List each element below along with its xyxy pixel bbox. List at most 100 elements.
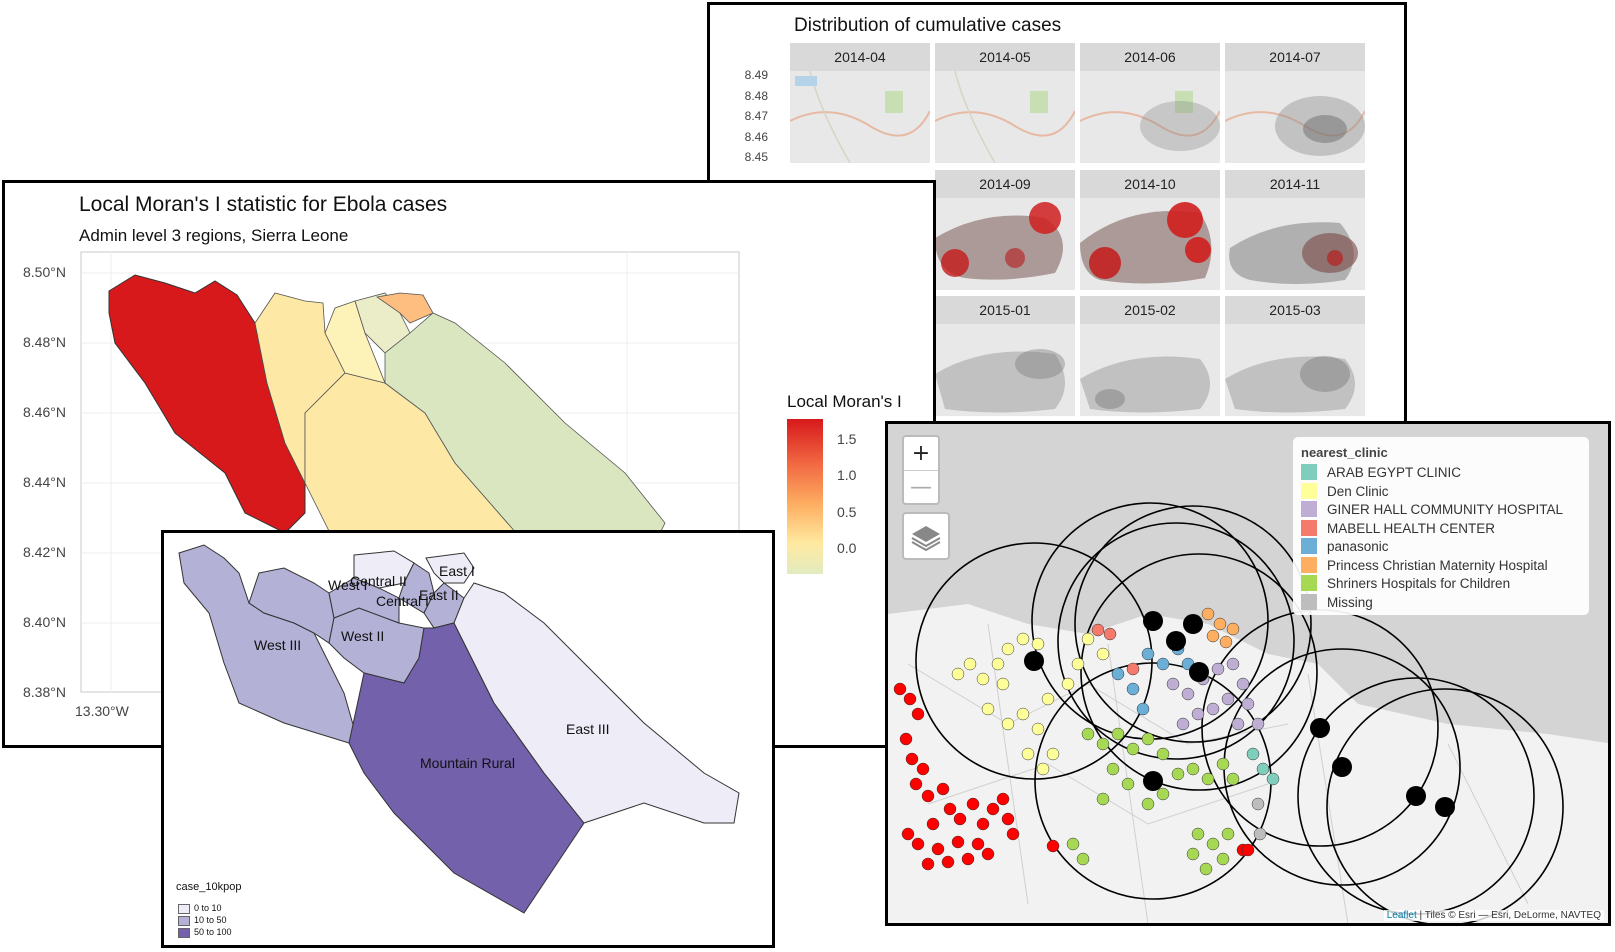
moran-ytick: 8.50°N [23, 264, 66, 280]
facet-map [934, 70, 1076, 164]
layers-button[interactable] [902, 512, 950, 560]
clinic-legend-item: Missing [1301, 593, 1581, 613]
moran-legend-tick: 1.0 [837, 467, 857, 483]
moran-ytick: 8.46°N [23, 404, 66, 420]
facet-strip-label: 2015-01 [935, 296, 1075, 324]
moran-ytick: 8.48°N [23, 334, 66, 350]
facet-map [1079, 71, 1221, 163]
legend-label: ARAB EGYPT CLINIC [1327, 465, 1462, 480]
legend-swatch [1301, 556, 1317, 573]
zoom-in-button[interactable]: + [911, 441, 931, 466]
leaflet-map-panel[interactable]: + — nearest_clinic ARAB EGYPT CLINIC Den… [885, 421, 1611, 926]
region-label: West I [328, 577, 368, 593]
region-label: East I [439, 563, 475, 579]
facet-strip-label: 2014-10 [1080, 170, 1220, 198]
facet-map [1080, 324, 1220, 416]
clinic-legend-item: Shriners Hospitals for Children [1301, 575, 1581, 594]
clinic-legend-item: MABELL HEALTH CENTER [1301, 519, 1581, 539]
legend-swatch [178, 927, 190, 938]
facet-map [1225, 198, 1365, 290]
moran-ytick: 8.40°N [23, 614, 66, 630]
facet-2014-04: 2014-04 [789, 43, 931, 168]
facet-ytick: 8.47 [744, 109, 768, 123]
legend-label: MABELL HEALTH CENTER [1327, 520, 1496, 536]
zoom-control: + — [902, 435, 940, 505]
legend-label: Missing [1327, 594, 1373, 610]
moran-title: Local Moran's I statistic for Ebola case… [79, 193, 448, 216]
facet-strip-label: 2015-02 [1080, 296, 1220, 324]
clinic-legend-item: ARAB EGYPT CLINIC [1301, 464, 1581, 483]
facet-strip-label: 2014-04 [790, 43, 930, 71]
facet-strip-label: 2014-06 [1080, 43, 1220, 71]
legend-label: GINER HALL COMMUNITY HOSPITAL [1327, 502, 1564, 517]
region-label: West III [254, 637, 302, 653]
moran-legend-tick: 0.5 [837, 504, 857, 520]
facet-map [1224, 71, 1366, 163]
facet-2014-09: 2014-09 [935, 170, 1075, 295]
legend-label: Den Clinic [1327, 483, 1389, 499]
cases-map [178, 544, 740, 914]
legend-label: Shriners Hospitals for Children [1327, 576, 1511, 591]
cases-map-panel: West I Central II East I Central I East … [161, 530, 775, 948]
facet-strip-label: 2014-07 [1225, 43, 1365, 71]
legend-swatch [1301, 593, 1317, 610]
clinic-legend-item: Den Clinic [1301, 482, 1581, 502]
cases-legend-item: 50 to 100 [178, 927, 232, 938]
facet-2014-10: 2014-10 [1080, 170, 1220, 295]
clinic-legend-item: GINER HALL COMMUNITY HOSPITAL [1301, 501, 1581, 520]
moran-legend-tick: 1.5 [837, 431, 857, 447]
facet-strip-label: 2014-11 [1225, 170, 1365, 198]
legend-label: 0 to 10 [194, 903, 222, 913]
leaflet-link[interactable]: Leaflet [1386, 910, 1417, 921]
region-label: East II [419, 587, 459, 603]
facet-strip-label: 2014-05 [935, 43, 1075, 71]
zoom-out-button[interactable]: — [904, 470, 938, 503]
clinic-legend-item: Princess Christian Maternity Hospital [1301, 556, 1581, 576]
cases-legend-item: 10 to 50 [178, 915, 227, 926]
facet-ytick: 8.48 [744, 89, 768, 103]
facet-2014-06: 2014-06 [1079, 43, 1221, 168]
moran-subtitle: Admin level 3 regions, Sierra Leone [79, 226, 349, 245]
region-label: Central I [376, 593, 429, 609]
facet-2014-11: 2014-11 [1225, 170, 1365, 295]
facet-2015-03: 2015-03 [1225, 296, 1365, 421]
region-label: West II [341, 628, 385, 644]
moran-ytick: 8.42°N [23, 544, 66, 560]
legend-label: 50 to 100 [194, 927, 232, 937]
legend-swatch [1301, 464, 1317, 480]
facet-strip-label: 2015-03 [1225, 296, 1365, 324]
facet-map [789, 70, 931, 164]
legend-swatch [1301, 501, 1317, 517]
moran-legend-colorbar [787, 419, 823, 574]
facet-map [1225, 324, 1365, 416]
facet-map [935, 198, 1075, 290]
facet-density-panel: Distribution of cumulative cases 8.49 8.… [707, 2, 1407, 432]
cases-legend-item: 0 to 10 [178, 903, 222, 914]
legend-swatch [1301, 538, 1317, 554]
legend-swatch [1301, 575, 1317, 591]
facet-2015-01: 2015-01 [935, 296, 1075, 421]
facet-map [1080, 198, 1220, 290]
moran-legend-tick: 0.0 [837, 540, 857, 556]
attribution-text: | Tiles © Esri — Esri, DeLorme, NAVTEQ [1416, 910, 1602, 921]
clinic-buffers [915, 502, 1564, 923]
legend-label: panasonic [1327, 539, 1389, 554]
legend-label: 10 to 50 [194, 915, 227, 925]
clinic-markers [1024, 611, 1455, 817]
facet-2015-02: 2015-02 [1080, 296, 1220, 421]
clinic-legend-item: panasonic [1301, 538, 1581, 557]
clinic-legend: nearest_clinic ARAB EGYPT CLINIC Den Cli… [1293, 437, 1589, 615]
legend-swatch [1301, 519, 1317, 536]
moran-xtick: 13.30°W [75, 703, 129, 719]
legend-swatch [1301, 482, 1317, 499]
moran-ytick: 8.38°N [23, 684, 66, 700]
facet-2014-07: 2014-07 [1224, 43, 1366, 168]
region-label: Mountain Rural [420, 755, 515, 771]
map-attribution: Leaflet | Tiles © Esri — Esri, DeLorme, … [1383, 910, 1604, 921]
legend-swatch [178, 903, 190, 914]
moran-legend-title: Local Moran's I [787, 392, 902, 411]
legend-swatch [178, 915, 190, 926]
facet-strip-label: 2014-09 [935, 170, 1075, 198]
facet-ytick: 8.46 [744, 130, 768, 144]
facet-map [935, 324, 1075, 416]
